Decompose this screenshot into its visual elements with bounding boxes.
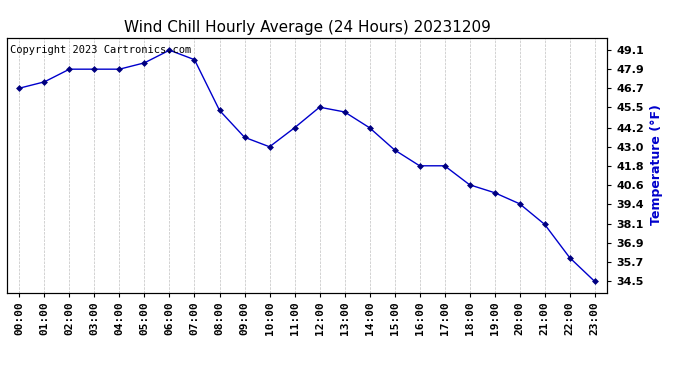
Y-axis label: Temperature (°F): Temperature (°F) [649, 105, 662, 225]
Text: Copyright 2023 Cartronics.com: Copyright 2023 Cartronics.com [10, 45, 191, 55]
Title: Wind Chill Hourly Average (24 Hours) 20231209: Wind Chill Hourly Average (24 Hours) 202… [124, 20, 491, 35]
